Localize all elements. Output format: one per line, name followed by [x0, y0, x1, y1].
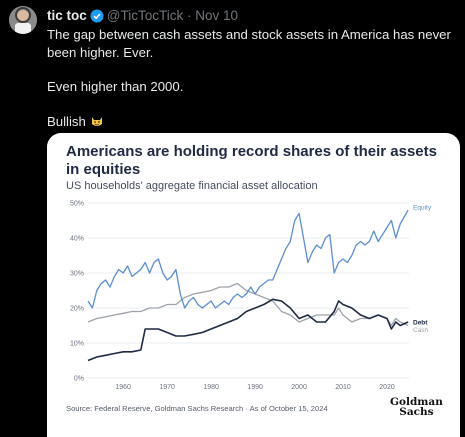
logo-line: Sachs	[399, 406, 434, 418]
x-tick-label: 2020	[379, 384, 395, 391]
x-tick-label: 1990	[247, 384, 263, 391]
author-handle[interactable]: @TicTocTick	[106, 8, 184, 23]
line-chart: 0% 10% 20% 30% 40% 50% 1960 1970 1980 1990 2000 201…	[70, 201, 432, 392]
tweet-date[interactable]: Nov 10	[195, 8, 239, 23]
tweet-paragraph: Even higher than 2000.	[47, 79, 184, 94]
legend-label-equity: Equity	[413, 205, 432, 212]
legend-label-debt: Debt	[413, 320, 428, 327]
x-tick-label: 1960	[115, 384, 131, 391]
goldman-sachs-logo: Goldman Sachs	[390, 396, 443, 418]
tweet-paragraph-last: Bullish	[47, 113, 459, 131]
y-tick-label: 10%	[70, 341, 84, 348]
y-tick-label: 20%	[70, 306, 84, 313]
tweet-paragraph: The gap between cash assets and stock as…	[47, 27, 451, 60]
chart-image-card[interactable]: Americans are holding record shares of t…	[47, 133, 460, 437]
x-tick-label: 1970	[159, 384, 175, 391]
series-line-debt	[87, 298, 409, 362]
y-tick-label: 30%	[70, 271, 84, 278]
legend-label-cash: Cash	[413, 327, 429, 334]
author-name[interactable]: tic toc	[47, 8, 87, 23]
avatar-image	[9, 6, 37, 34]
header-separator: ·	[186, 8, 192, 23]
grinning-cat-emoji-icon	[90, 114, 104, 128]
y-tick-label: 50%	[70, 201, 84, 208]
chart-source: Source: Federal Reserve, Goldman Sachs R…	[66, 404, 328, 413]
logo-line: Goldman	[390, 396, 443, 408]
chart-title: Americans are holding record shares of t…	[66, 143, 437, 178]
verified-badge-icon	[90, 9, 104, 26]
series-line-cash	[87, 282, 409, 327]
chart-subtitle: US households' aggregate financial asset…	[66, 180, 318, 192]
x-tick-label: 2010	[335, 384, 351, 391]
x-tick-label: 1980	[203, 384, 219, 391]
series-line-equity	[87, 209, 409, 309]
y-tick-label: 40%	[70, 236, 84, 243]
tweet-text: The gap between cash assets and stock as…	[47, 26, 459, 130]
avatar[interactable]	[9, 6, 37, 34]
tweet-paragraph: Bullish	[47, 113, 86, 129]
y-tick-label: 0%	[74, 376, 84, 383]
tweet-header: tic toc @TicTocTick · Nov 10	[47, 8, 238, 24]
x-tick-label: 2000	[291, 384, 307, 391]
